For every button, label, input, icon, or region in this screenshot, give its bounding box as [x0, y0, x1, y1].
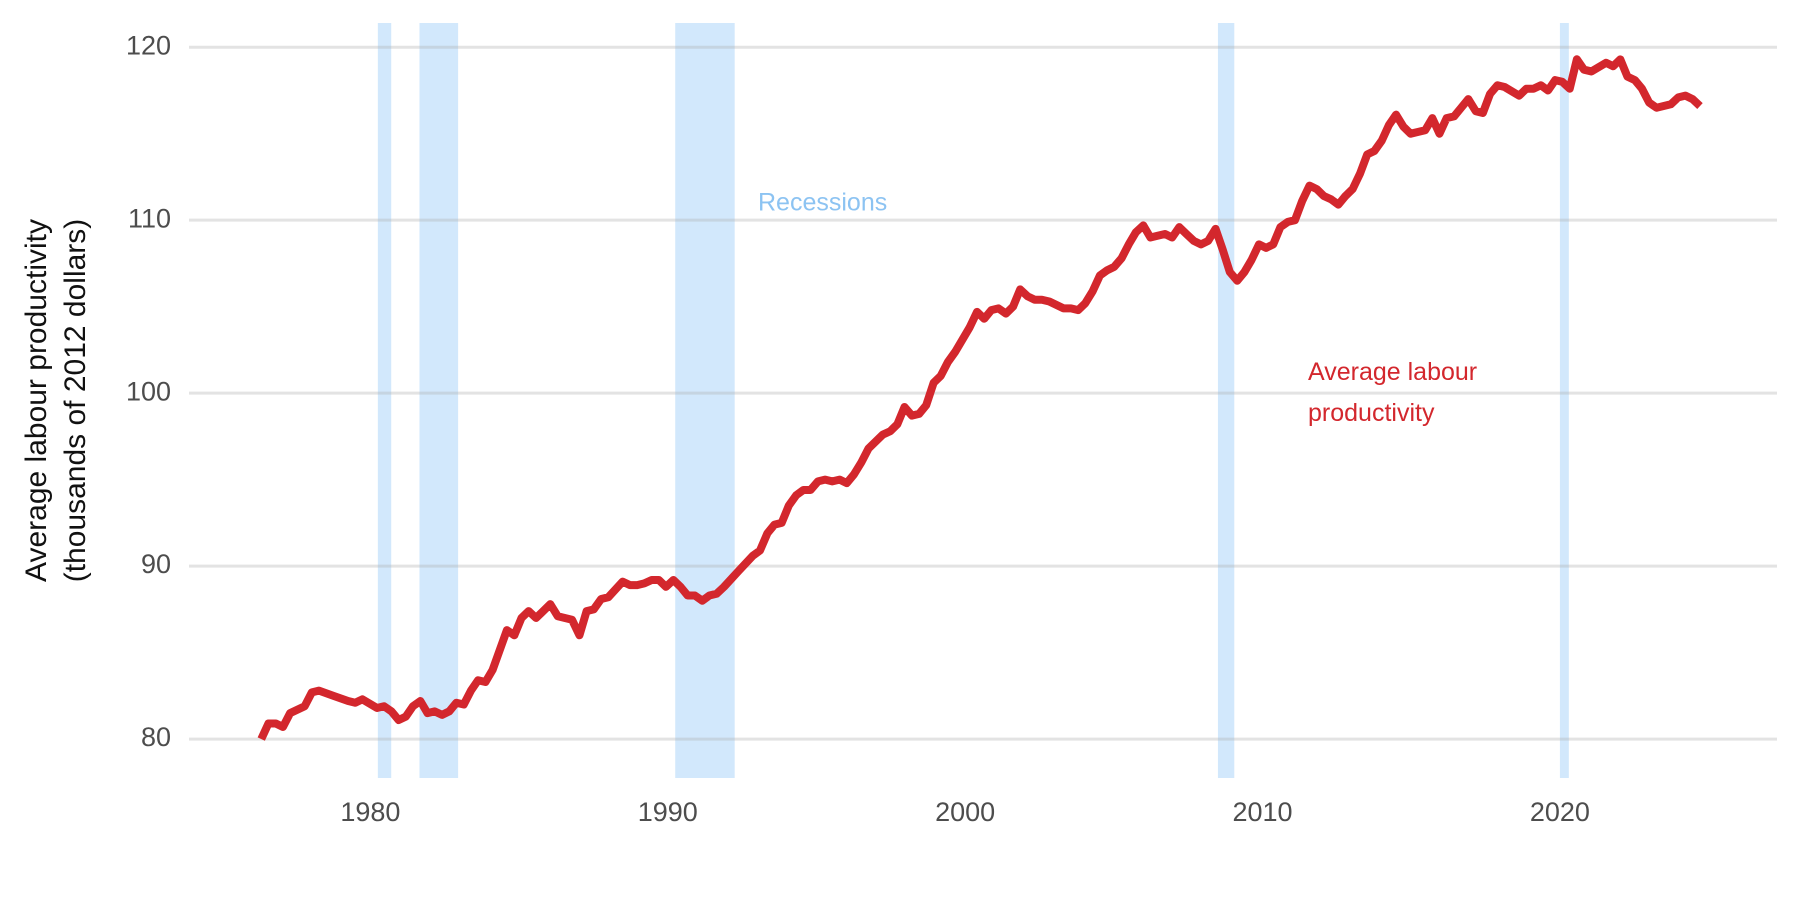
x-tick-label: 2010 — [1232, 797, 1292, 827]
data-line — [257, 55, 1703, 741]
x-tick-label: 2020 — [1530, 797, 1590, 827]
y-tick-label: 110 — [128, 203, 171, 233]
x-tick-label: 1990 — [638, 797, 698, 827]
recession-band — [419, 23, 459, 778]
recession-band — [1217, 23, 1235, 778]
recession-label: Recessions — [758, 189, 887, 217]
recession-band — [675, 23, 735, 778]
x-tick-label: 2000 — [935, 797, 995, 827]
x-tick-label: 1980 — [340, 797, 400, 827]
y-tick-label: 100 — [126, 376, 171, 406]
y-tick-label: 80 — [141, 722, 171, 752]
recession-band — [377, 23, 392, 778]
y-tick-label: 120 — [126, 30, 171, 60]
y-axis-label: (thousands of 2012 dollars) — [59, 219, 92, 583]
series-label: Average labour productivity — [1308, 358, 1478, 427]
recession-band — [1559, 23, 1569, 778]
series-label-box: Average labour productivity — [1308, 358, 1478, 427]
y-tick-label: 90 — [141, 549, 171, 579]
y-axis-label: Average labour productivity — [20, 219, 53, 582]
